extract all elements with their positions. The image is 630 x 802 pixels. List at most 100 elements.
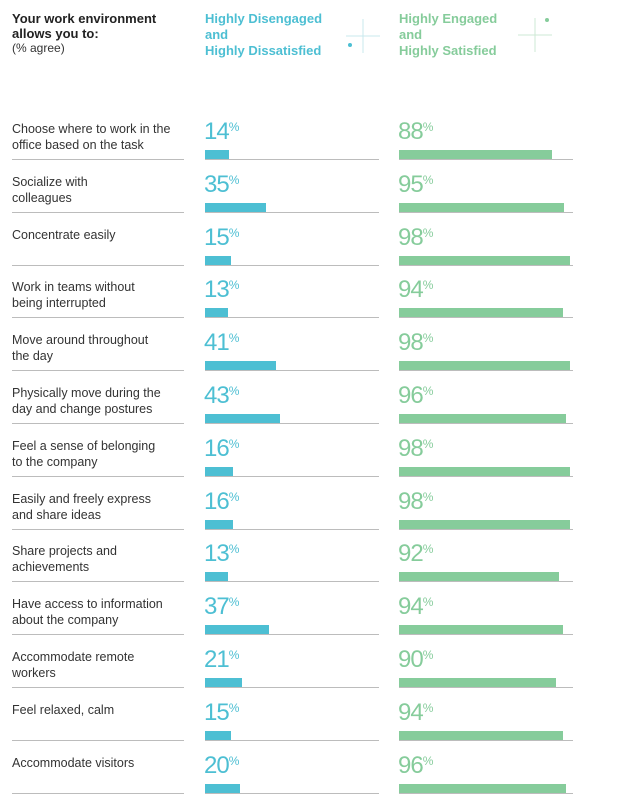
bar xyxy=(205,572,228,582)
data-label-unit: % xyxy=(422,542,434,557)
data-label: 92% xyxy=(398,542,433,566)
data-label: 41% xyxy=(204,331,239,355)
series-b-header: Highly Engaged and Highly Satisfied xyxy=(399,11,569,59)
row-divider xyxy=(12,370,184,372)
data-label: 96% xyxy=(398,751,433,779)
category-label: Share projects and achievements xyxy=(12,543,187,575)
category-label-line: about the company xyxy=(12,613,119,628)
category-label-line: workers xyxy=(12,666,56,680)
data-label: 15% xyxy=(204,700,239,725)
data-label: 95% xyxy=(398,172,433,197)
data-label: 13% xyxy=(204,278,239,302)
bar xyxy=(205,361,276,371)
data-label: 16% xyxy=(204,489,240,514)
category-label-line: achievements xyxy=(12,560,90,575)
category-label-line: day and change postures xyxy=(12,402,153,416)
bar-baseline xyxy=(205,159,379,160)
category-label: Socialize with colleagues xyxy=(12,174,187,206)
category-label-line: Socialize with xyxy=(12,174,88,189)
row-divider xyxy=(12,317,184,319)
category-label: Move around throughout the day xyxy=(12,332,187,364)
bar-baseline xyxy=(205,264,379,266)
data-label-unit: % xyxy=(228,436,240,451)
bar xyxy=(399,202,564,212)
category-label-line: and share ideas xyxy=(12,507,101,522)
category-label: Easily and freely express and share ideas xyxy=(12,491,187,523)
data-label: 15% xyxy=(204,223,239,251)
category-label-line: Accommodate visitors xyxy=(12,755,135,770)
bar xyxy=(205,678,242,687)
data-label-unit: % xyxy=(422,648,434,662)
data-label-unit: % xyxy=(228,331,240,346)
row-divider xyxy=(12,264,184,266)
category-label-line: being interrupted xyxy=(12,296,106,311)
category-label: Have access to information about the comp… xyxy=(12,596,187,628)
bar-baseline xyxy=(399,528,573,530)
data-label-unit: % xyxy=(228,542,240,557)
bar-baseline xyxy=(205,687,379,688)
data-label-value: 98 xyxy=(398,329,424,357)
data-label-unit: % xyxy=(422,331,434,346)
row-divider xyxy=(12,475,184,477)
bar-baseline xyxy=(205,423,379,424)
data-label: 94% xyxy=(398,278,433,302)
bar xyxy=(205,202,266,212)
category-label-line: Move around throughout xyxy=(12,333,149,348)
data-label-value: 37 xyxy=(204,593,230,621)
series-a-header-line-3: Highly Dissatisfied xyxy=(205,43,322,58)
data-label-unit: % xyxy=(228,595,240,610)
data-label: 98% xyxy=(398,487,433,515)
data-label-value: 94 xyxy=(398,276,424,304)
data-label-value: 96 xyxy=(398,751,424,779)
data-label-unit: % xyxy=(228,753,240,768)
row-divider xyxy=(12,687,184,688)
data-label-unit: % xyxy=(228,278,240,293)
data-label: 94% xyxy=(398,698,433,726)
bar xyxy=(399,625,563,635)
category-label-line: Have access to information xyxy=(12,597,163,612)
plus-decoration-b-icon xyxy=(518,18,552,52)
bar xyxy=(205,414,280,423)
category-label-line: Share projects and xyxy=(12,544,117,559)
category-label-line: Concentrate easily xyxy=(12,227,116,242)
data-label-value: 21 xyxy=(204,646,230,673)
data-label-unit: % xyxy=(228,489,240,504)
data-label-value: 98 xyxy=(398,487,424,515)
data-label-value: 94 xyxy=(398,698,424,726)
category-label-line: Accommodate remote xyxy=(12,650,135,664)
data-label-unit: % xyxy=(422,120,434,134)
data-label-unit: % xyxy=(422,225,434,240)
data-label: 21% xyxy=(204,648,239,672)
data-label-value: 43 xyxy=(204,382,230,409)
data-label: 43% xyxy=(204,384,239,408)
series-a-header: Highly Disengaged and Highly Dissatisfie… xyxy=(205,11,375,59)
bar-baseline xyxy=(205,634,379,636)
bar xyxy=(205,255,231,265)
data-label-value: 90 xyxy=(398,646,424,673)
category-label: Accommodate visitors xyxy=(12,755,187,771)
data-label-value: 41 xyxy=(204,329,230,357)
category-label: Concentrate easily xyxy=(12,227,187,243)
bar-baseline xyxy=(399,581,573,583)
category-label-line: office based on the task xyxy=(12,138,144,152)
bar xyxy=(399,361,570,371)
bar-baseline xyxy=(399,317,573,319)
bar xyxy=(399,414,566,423)
data-label-value: 15 xyxy=(204,223,230,251)
bar xyxy=(399,572,559,582)
data-label-value: 94 xyxy=(398,593,424,621)
bar xyxy=(399,783,566,793)
bar xyxy=(399,519,570,529)
bar-baseline xyxy=(399,634,573,636)
bar xyxy=(205,150,229,159)
row-divider xyxy=(12,528,184,530)
category-label-line: Easily and freely express xyxy=(12,491,151,506)
data-label: 94% xyxy=(398,595,433,619)
data-label-value: 16 xyxy=(204,434,230,462)
data-label: 13% xyxy=(204,542,239,566)
data-label: 35% xyxy=(204,172,239,197)
data-label: 90% xyxy=(398,648,433,672)
data-label-unit: % xyxy=(422,278,434,293)
data-label-unit: % xyxy=(228,648,240,662)
chart-title-line-2: allows you to: xyxy=(12,26,99,41)
